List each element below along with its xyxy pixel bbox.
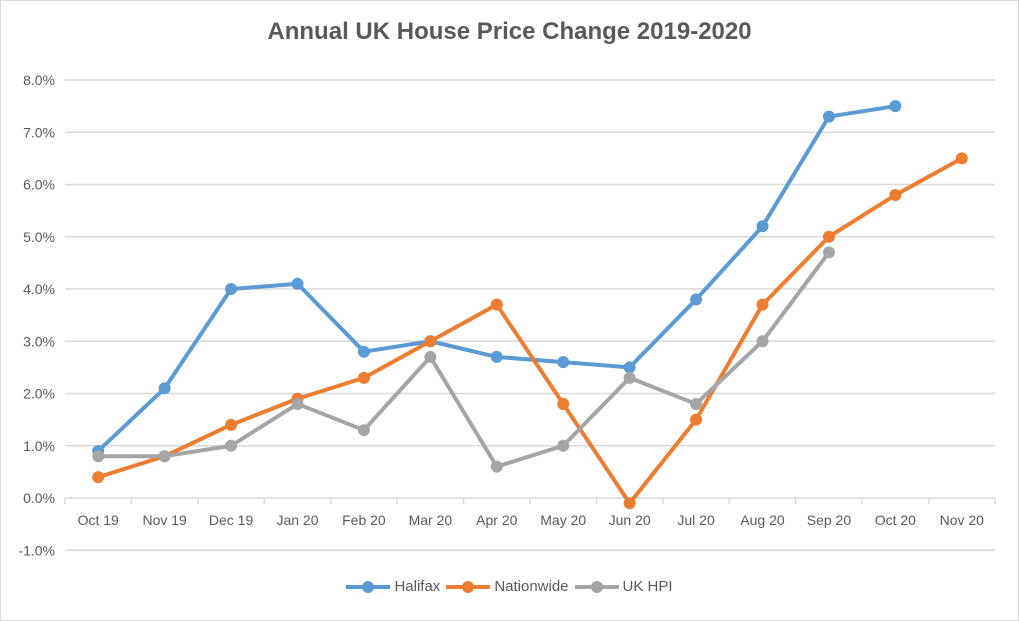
- x-tick-label: Nov 20: [940, 512, 985, 528]
- y-tick-label: 3.0%: [23, 333, 55, 349]
- data-point[interactable]: [822, 246, 835, 259]
- data-point[interactable]: [490, 350, 503, 363]
- data-point[interactable]: [225, 418, 238, 431]
- data-point[interactable]: [158, 450, 171, 463]
- series-line: [96, 104, 896, 453]
- x-tick-label: Oct 19: [78, 512, 119, 528]
- x-tick-label: Feb 20: [342, 512, 386, 528]
- data-point[interactable]: [225, 283, 238, 295]
- data-point[interactable]: [158, 382, 171, 395]
- y-tick-label: 4.0%: [23, 281, 55, 297]
- legend-label: Nationwide: [494, 578, 569, 595]
- y-tick-label: 2.0%: [23, 386, 55, 402]
- legend-label: Halifax: [394, 578, 441, 595]
- chart-title: Annual UK House Price Change 2019-2020: [267, 18, 752, 45]
- x-tick-label: Jun 20: [609, 512, 651, 528]
- x-tick-label: Sep 20: [807, 512, 852, 528]
- data-point[interactable]: [225, 439, 238, 452]
- series-line: [98, 251, 831, 469]
- legend-swatch-nationwide: [446, 580, 491, 594]
- x-tick-label: Jan 20: [276, 512, 318, 528]
- x-axis: [64, 497, 996, 504]
- y-axis-tick-labels: -1.0% 0.0% 1.0% 2.0% 3.0% 4.0% 5.0% 6.0% 7.0% 8.0…: [18, 72, 55, 558]
- x-tick-label: Apr 20: [476, 512, 517, 528]
- series-uk-hpi: [92, 246, 835, 473]
- x-tick-label: Mar 20: [409, 512, 453, 528]
- data-point[interactable]: [955, 152, 968, 165]
- data-point[interactable]: [756, 335, 769, 348]
- legend-item-uk-hpi[interactable]: UK HPI: [574, 578, 673, 595]
- data-point[interactable]: [690, 397, 703, 410]
- data-point[interactable]: [424, 335, 437, 348]
- legend-item-halifax[interactable]: Halifax: [346, 578, 440, 595]
- x-tick-label: Nov 19: [142, 512, 187, 528]
- x-tick-label: Jul 20: [677, 512, 715, 528]
- data-point[interactable]: [623, 371, 636, 384]
- x-axis-tick-labels: Oct 19 Nov 19 Dec 19 Jan 20 Feb 20 Mar 20 Apr …: [78, 512, 985, 528]
- data-point[interactable]: [756, 220, 769, 233]
- series-line: [97, 156, 963, 506]
- x-tick-label: Dec 19: [209, 512, 254, 528]
- y-tick-label: 7.0%: [23, 124, 55, 140]
- legend-swatch-halifax: [346, 580, 391, 594]
- data-point[interactable]: [424, 350, 437, 363]
- legend-swatch-uk-hpi: [574, 580, 619, 594]
- data-point[interactable]: [92, 450, 105, 463]
- data-point[interactable]: [557, 439, 570, 452]
- data-point[interactable]: [889, 188, 902, 201]
- data-point[interactable]: [92, 471, 105, 484]
- y-tick-label: 1.0%: [23, 438, 55, 454]
- y-tick-label: -1.0%: [18, 542, 55, 558]
- y-tick-label: 0.0%: [23, 490, 55, 506]
- x-tick-label: Oct 20: [875, 512, 916, 528]
- data-point[interactable]: [822, 110, 835, 123]
- data-point[interactable]: [623, 497, 636, 510]
- data-point[interactable]: [357, 345, 370, 358]
- data-point[interactable]: [291, 277, 304, 290]
- data-point[interactable]: [690, 293, 703, 306]
- x-tick-label: Aug 20: [740, 512, 785, 528]
- x-tick-label: May 20: [540, 512, 586, 528]
- data-point[interactable]: [557, 356, 570, 369]
- legend: Halifax Nationwide UK HPI: [0, 578, 1019, 595]
- legend-label: UK HPI: [622, 578, 673, 595]
- data-point[interactable]: [357, 424, 370, 437]
- data-point[interactable]: [623, 361, 636, 374]
- data-point[interactable]: [756, 298, 769, 311]
- data-point[interactable]: [690, 413, 703, 426]
- legend-item-nationwide[interactable]: Nationwide: [446, 578, 569, 595]
- series-halifax: [92, 100, 902, 457]
- y-tick-label: 8.0%: [23, 72, 55, 88]
- data-point[interactable]: [557, 397, 570, 410]
- series-lines: [92, 100, 968, 510]
- data-point[interactable]: [490, 460, 503, 473]
- gridlines: [65, 79, 995, 551]
- data-point[interactable]: [822, 230, 835, 243]
- data-point[interactable]: [357, 371, 370, 384]
- data-point[interactable]: [490, 298, 503, 311]
- data-point[interactable]: [889, 100, 902, 113]
- data-point[interactable]: [291, 397, 304, 410]
- y-tick-label: 5.0%: [23, 229, 55, 245]
- y-tick-label: 6.0%: [23, 177, 55, 193]
